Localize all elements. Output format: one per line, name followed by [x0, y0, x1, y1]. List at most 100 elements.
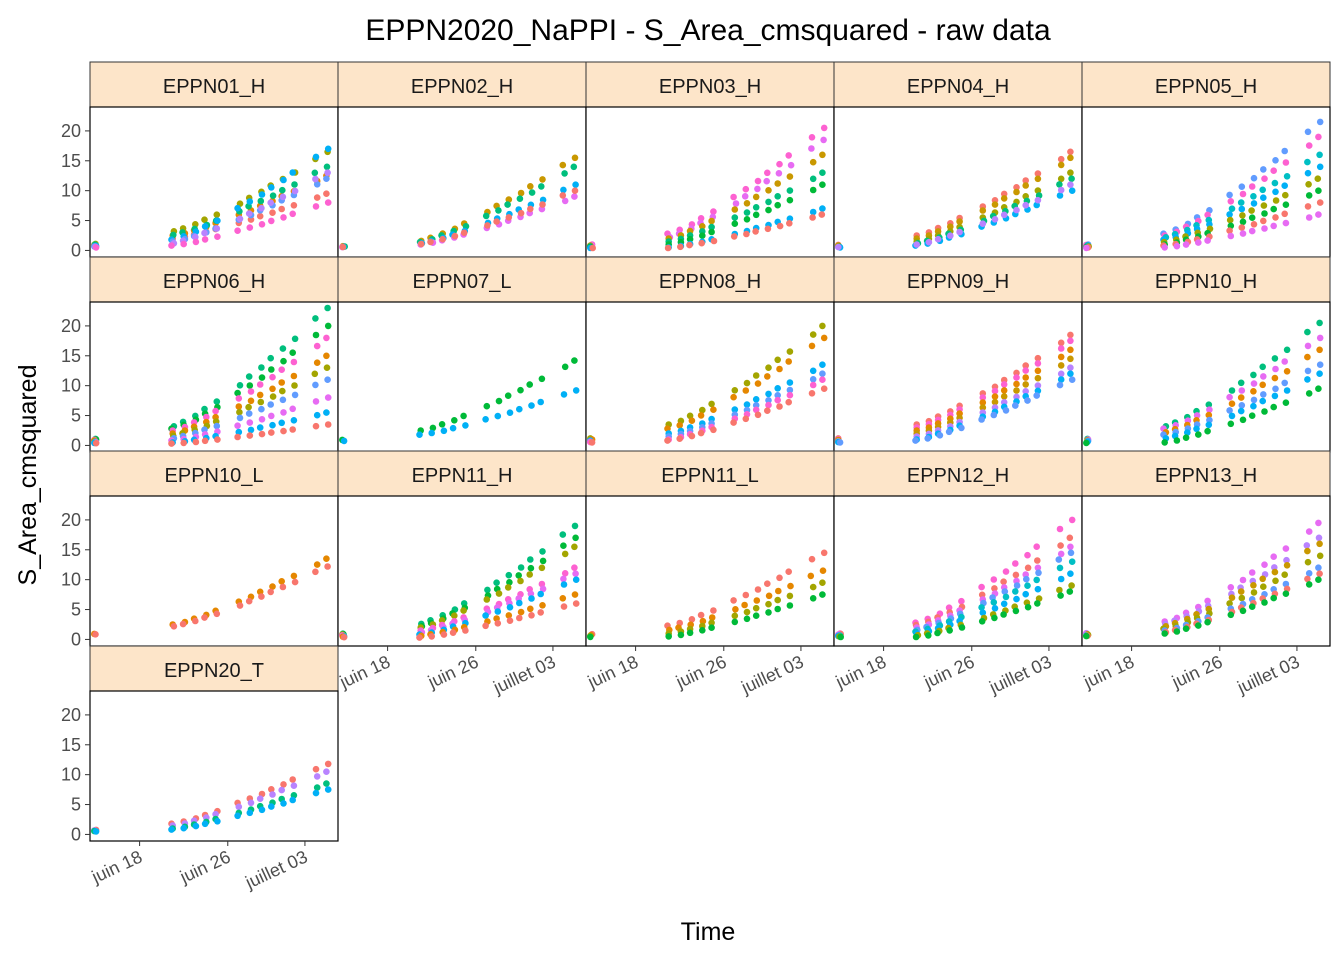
data-point: [324, 322, 332, 330]
data-point: [289, 776, 297, 783]
data-point: [786, 592, 794, 600]
data-point: [1305, 528, 1313, 535]
data-point: [786, 391, 794, 399]
x-tick-label: juin 18: [336, 651, 393, 692]
data-point: [505, 214, 513, 221]
data-point: [742, 415, 750, 423]
data-point: [1261, 175, 1268, 182]
data-point: [946, 627, 953, 634]
data-point: [1057, 550, 1065, 558]
data-point: [1204, 427, 1211, 435]
data-point: [1205, 411, 1213, 419]
data-point: [979, 609, 987, 616]
data-point: [676, 435, 683, 443]
data-point: [515, 572, 522, 579]
facet-panel: EPPN02_H: [337, 61, 587, 258]
data-point: [1238, 402, 1246, 409]
data-point: [1283, 562, 1291, 569]
data-point: [538, 183, 545, 190]
data-point: [1083, 439, 1090, 447]
data-point: [1271, 355, 1279, 362]
facet-strip-label: EPPN07_L: [413, 271, 512, 293]
data-point: [1173, 628, 1181, 635]
data-point: [1161, 439, 1168, 446]
data-point: [258, 364, 265, 371]
data-point: [763, 177, 770, 185]
data-point: [559, 192, 567, 199]
y-tick-label: 10: [61, 376, 81, 396]
data-point: [818, 211, 826, 218]
data-point: [234, 227, 241, 234]
data-point: [688, 432, 696, 440]
panels-layer: EPPN01_H 0 5 10 15 20 EPPN02_H EPPN03_H EPPN04_H…: [61, 61, 1331, 893]
data-point: [752, 193, 760, 201]
data-point: [1228, 400, 1236, 408]
data-point: [256, 391, 264, 399]
data-point: [731, 387, 739, 394]
data-point: [482, 212, 490, 220]
data-point: [1022, 374, 1029, 381]
data-point: [819, 376, 826, 384]
data-point: [589, 244, 596, 252]
data-point: [752, 612, 760, 619]
data-point: [290, 202, 298, 209]
data-point: [505, 196, 513, 203]
data-point: [1067, 543, 1074, 551]
data-point: [1066, 588, 1074, 595]
data-point: [324, 421, 332, 428]
data-point: [258, 374, 266, 381]
data-point: [1057, 161, 1065, 169]
data-point: [1022, 388, 1029, 395]
data-point: [776, 403, 783, 410]
data-point: [1259, 381, 1266, 389]
data-point: [787, 582, 794, 590]
y-tick-label: 5: [71, 600, 81, 620]
data-point: [697, 412, 705, 419]
data-point: [290, 782, 298, 789]
facet-strip: [1081, 61, 1331, 108]
data-point: [807, 572, 815, 580]
data-point: [258, 204, 265, 212]
data-point: [786, 187, 794, 194]
data-point: [686, 235, 694, 243]
data-point: [1057, 376, 1065, 383]
data-point: [1316, 151, 1323, 159]
data-point: [236, 215, 244, 223]
data-point: [1270, 205, 1277, 213]
y-tick-label: 10: [61, 765, 81, 785]
data-point: [1204, 597, 1211, 605]
data-point: [1022, 177, 1029, 184]
data-point: [1259, 186, 1266, 194]
data-point: [699, 223, 706, 230]
data-point: [1316, 163, 1324, 171]
data-point: [451, 417, 458, 424]
data-point: [776, 365, 783, 373]
data-point: [460, 412, 467, 420]
data-point: [312, 175, 319, 183]
y-tick-label: 20: [61, 121, 81, 141]
data-point: [245, 403, 252, 411]
data-point: [570, 163, 578, 171]
data-point: [1305, 570, 1313, 577]
data-point: [527, 564, 535, 572]
data-point: [234, 422, 241, 430]
data-point: [268, 217, 275, 225]
data-point: [990, 576, 998, 583]
data-point: [754, 185, 761, 193]
data-point: [1161, 630, 1168, 637]
data-point: [517, 608, 525, 616]
data-point: [786, 386, 794, 394]
data-point: [451, 232, 459, 240]
data-point: [246, 224, 254, 231]
data-point: [440, 427, 448, 435]
facet-plot-area: [337, 106, 587, 258]
data-point: [1259, 397, 1266, 405]
data-point: [809, 583, 817, 591]
data-point: [1034, 557, 1041, 564]
data-point: [731, 618, 739, 626]
data-point: [1083, 244, 1090, 252]
data-point: [1270, 594, 1277, 602]
data-point: [1067, 549, 1075, 557]
